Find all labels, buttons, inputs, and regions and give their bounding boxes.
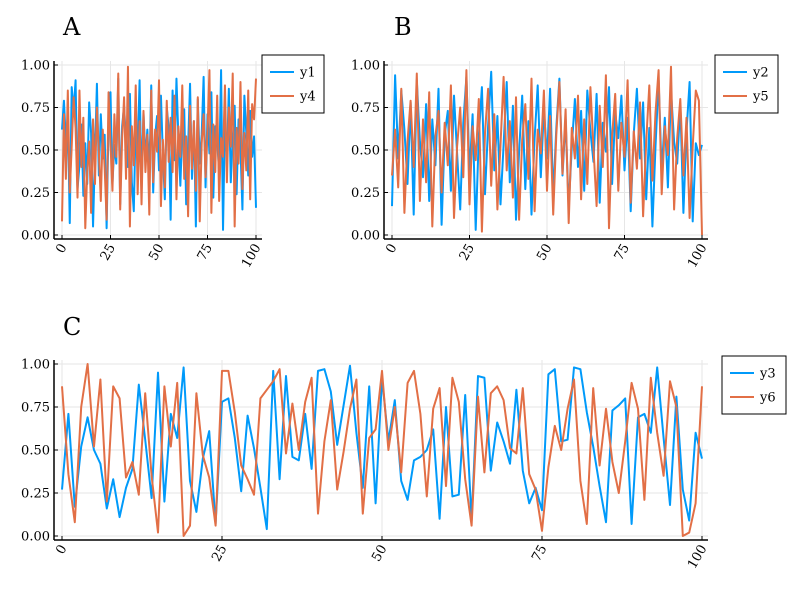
y-tick-label: 1.00 [21,59,50,74]
legend-label-y3: y3 [759,367,776,382]
x-tick-label: 75 [529,543,550,565]
panel-title: C [63,313,81,341]
y-tick-label: 0.00 [351,229,380,244]
x-tick-label: 75 [612,242,633,264]
legend-label-y4: y4 [299,90,316,105]
y-tick-label: 0.25 [351,186,380,201]
x-tick-label: 0 [53,242,70,257]
x-tick-label: 25 [98,242,119,264]
series-line-y6 [61,363,703,537]
y-tick-label: 0.50 [351,144,380,159]
panel-title: A [62,13,81,41]
legend-label-y5: y5 [752,90,769,105]
x-tick-label: 25 [209,543,230,565]
y-tick-label: 0.00 [21,229,50,244]
x-tick-label: 50 [534,242,555,264]
panel-title: B [394,13,412,41]
y-tick-label: 0.25 [21,186,50,201]
y-tick-label: 0.50 [21,144,50,159]
x-tick-label: 0 [53,543,70,558]
legend-box [261,54,325,114]
y-tick-label: 0.25 [21,487,50,502]
y-tick-label: 0.75 [21,101,50,116]
legend-label-y1: y1 [299,66,316,81]
panel-c: C 0 25 50 75 100 0.00 0.25 0.50 0.75 1.00 y3 y6 [21,313,787,572]
y-tick-label: 1.00 [351,59,380,74]
x-tick-label: 100 [685,242,710,271]
panel-b: B 0 25 50 75 100 0.00 0.25 0.50 0.75 1.00 y2 y5 [351,13,779,271]
panel-a: A 0 25 50 75 100 0.00 0.25 0.50 0.75 1.00 y1 y4 [21,13,325,271]
legend-box [721,355,787,415]
legend-label-y2: y2 [752,66,769,81]
y-tick-label: 0.75 [21,401,50,416]
series-line-y4 [61,65,257,230]
x-tick-label: 75 [195,242,216,264]
legend-label-y6: y6 [759,391,776,406]
y-tick-label: 0.00 [21,530,50,545]
x-tick-label: 0 [383,242,400,257]
x-tick-label: 50 [369,543,390,565]
x-tick-label: 50 [146,242,167,264]
x-tick-label: 100 [685,543,710,572]
legend-box [714,54,779,114]
y-tick-label: 0.50 [21,444,50,459]
x-tick-label: 25 [457,242,478,264]
x-tick-label: 100 [239,242,264,271]
y-tick-label: 0.75 [351,101,380,116]
series-line-y5 [391,65,703,236]
y-tick-label: 1.00 [21,358,50,373]
